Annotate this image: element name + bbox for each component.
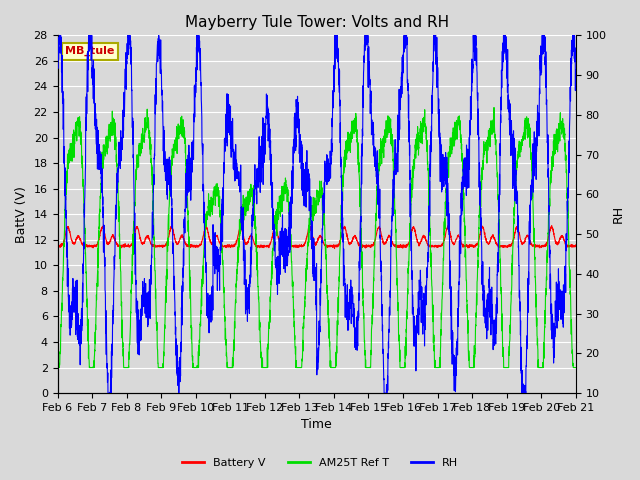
Text: MB_tule: MB_tule xyxy=(65,46,115,56)
Y-axis label: BattV (V): BattV (V) xyxy=(15,186,28,243)
Y-axis label: RH: RH xyxy=(612,205,625,223)
X-axis label: Time: Time xyxy=(301,419,332,432)
Legend: Battery V, AM25T Ref T, RH: Battery V, AM25T Ref T, RH xyxy=(177,453,463,472)
Title: Mayberry Tule Tower: Volts and RH: Mayberry Tule Tower: Volts and RH xyxy=(184,15,449,30)
